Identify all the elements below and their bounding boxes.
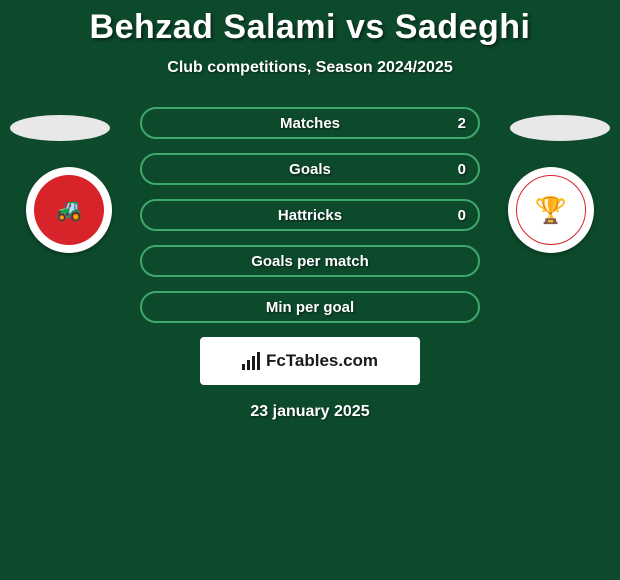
- stat-row-matches: Matches 2: [140, 107, 480, 139]
- player-shadow-left: [10, 115, 110, 141]
- stat-right-value: 2: [458, 115, 466, 132]
- stat-label: Matches: [280, 115, 340, 132]
- stat-row-goals: Goals 0: [140, 153, 480, 185]
- stat-rows: Matches 2 Goals 0 Hattricks 0 Goals per …: [140, 107, 480, 323]
- trophy-icon: 🏆: [535, 195, 567, 226]
- stat-row-hattricks: Hattricks 0: [140, 199, 480, 231]
- stat-label: Min per goal: [266, 299, 354, 316]
- bar-chart-icon: [242, 352, 260, 370]
- brand-text: FcTables.com: [266, 351, 378, 371]
- page-subtitle: Club competitions, Season 2024/2025: [0, 59, 620, 77]
- tractor-club-icon: 🚜: [34, 175, 104, 245]
- player-shadow-right: [510, 115, 610, 141]
- tractor-icon: 🚜: [55, 197, 82, 223]
- stat-label: Hattricks: [278, 207, 342, 224]
- opponent-club-icon: 🏆: [516, 175, 586, 245]
- stat-right-value: 0: [458, 161, 466, 178]
- stat-row-goals-per-match: Goals per match: [140, 245, 480, 277]
- page-title: Behzad Salami vs Sadeghi: [0, 0, 620, 47]
- stat-label: Goals: [289, 161, 331, 178]
- stat-label: Goals per match: [251, 253, 369, 270]
- comparison-stage: 🚜 🏆 Matches 2 Goals 0 Hattricks 0 Goals …: [0, 107, 620, 421]
- brand-box[interactable]: FcTables.com: [200, 337, 420, 385]
- date-label: 23 january 2025: [0, 403, 620, 421]
- stat-right-value: 0: [458, 207, 466, 224]
- stat-row-min-per-goal: Min per goal: [140, 291, 480, 323]
- club-logo-right: 🏆: [508, 167, 594, 253]
- club-logo-left: 🚜: [26, 167, 112, 253]
